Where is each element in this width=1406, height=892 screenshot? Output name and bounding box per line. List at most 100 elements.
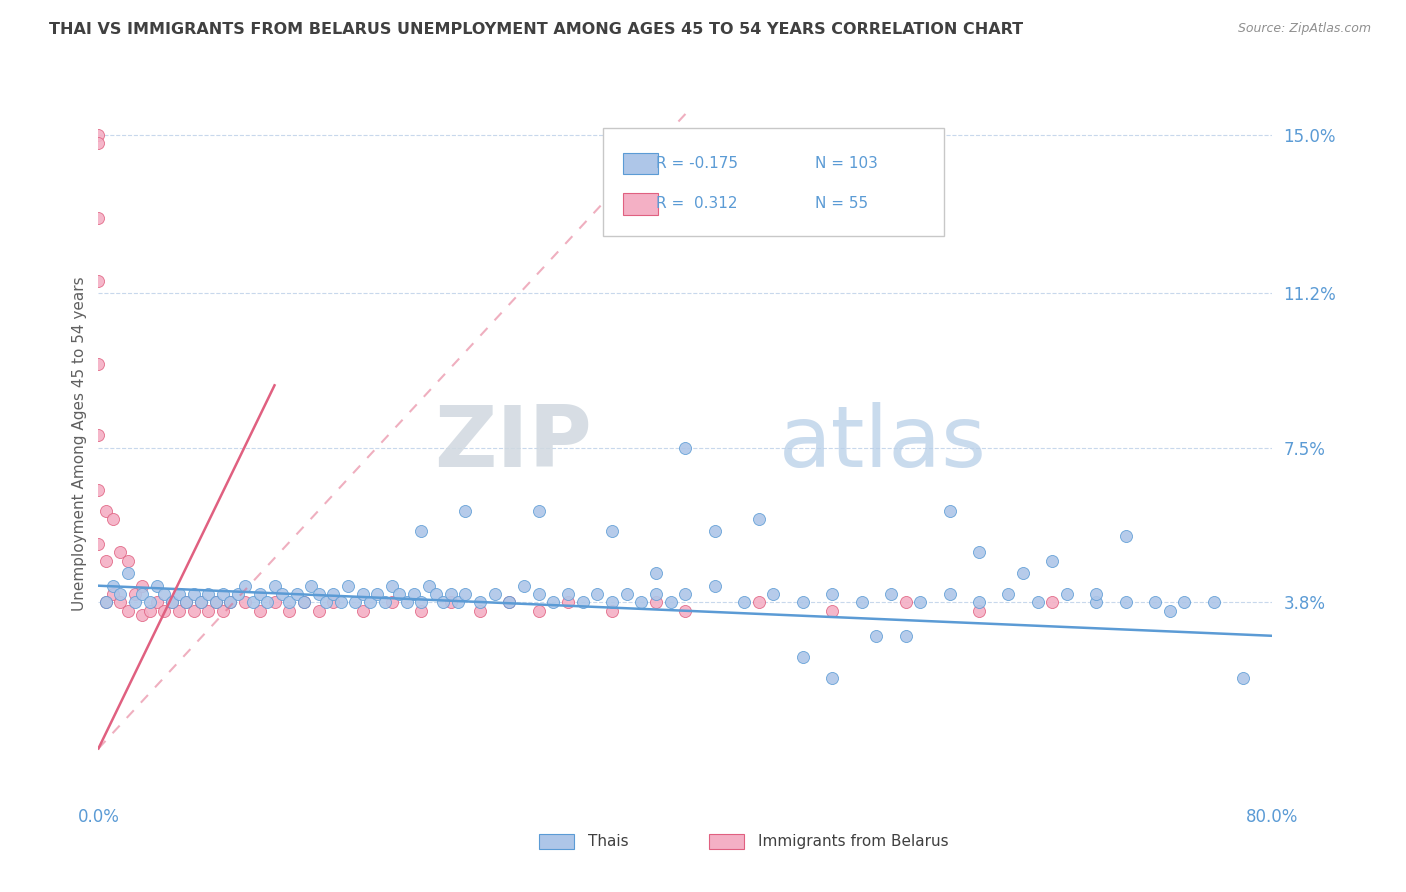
Point bbox=[675, 587, 697, 601]
Point bbox=[299, 579, 322, 593]
Point bbox=[160, 595, 183, 609]
Point bbox=[586, 587, 609, 601]
Point bbox=[292, 595, 315, 609]
Point bbox=[212, 587, 235, 601]
Point bbox=[124, 595, 146, 609]
Point bbox=[645, 566, 668, 581]
Point bbox=[600, 524, 623, 539]
Point bbox=[1232, 671, 1254, 685]
Point bbox=[703, 524, 725, 539]
Point bbox=[94, 503, 117, 517]
Point bbox=[543, 595, 565, 609]
Point bbox=[139, 604, 162, 618]
Point bbox=[880, 587, 903, 601]
Point bbox=[153, 604, 176, 618]
Point bbox=[322, 595, 344, 609]
Point bbox=[571, 595, 593, 609]
Point bbox=[110, 545, 132, 559]
Point bbox=[292, 595, 315, 609]
Point bbox=[894, 629, 917, 643]
Point bbox=[146, 595, 169, 609]
Point bbox=[270, 587, 292, 601]
Point bbox=[411, 604, 433, 618]
Point bbox=[308, 587, 330, 601]
Point bbox=[557, 587, 579, 601]
Point bbox=[411, 524, 433, 539]
Text: Thais: Thais bbox=[588, 834, 628, 849]
Point bbox=[249, 604, 271, 618]
Point bbox=[1173, 595, 1195, 609]
Text: R =  0.312: R = 0.312 bbox=[657, 195, 738, 211]
Point bbox=[381, 579, 404, 593]
Point bbox=[1056, 587, 1078, 601]
Point bbox=[865, 629, 887, 643]
Point bbox=[967, 595, 990, 609]
Point bbox=[322, 587, 344, 601]
Point bbox=[359, 595, 381, 609]
Point bbox=[821, 671, 844, 685]
Point bbox=[87, 211, 110, 226]
Point bbox=[176, 595, 198, 609]
Text: N = 55: N = 55 bbox=[814, 195, 868, 211]
Point bbox=[233, 579, 256, 593]
Point bbox=[146, 579, 169, 593]
Point bbox=[792, 649, 814, 664]
Point bbox=[153, 587, 176, 601]
Point bbox=[659, 595, 682, 609]
Point bbox=[117, 554, 139, 568]
Bar bbox=[538, 834, 574, 849]
Point bbox=[329, 595, 352, 609]
Point bbox=[1144, 595, 1167, 609]
Point bbox=[1115, 595, 1137, 609]
Point bbox=[87, 428, 110, 442]
Point bbox=[212, 604, 235, 618]
Point bbox=[997, 587, 1019, 601]
Point bbox=[190, 595, 212, 609]
Point bbox=[278, 604, 301, 618]
Text: atlas: atlas bbox=[779, 402, 987, 485]
Point bbox=[703, 579, 725, 593]
Text: ZIP: ZIP bbox=[434, 402, 592, 485]
Point bbox=[176, 595, 198, 609]
Point bbox=[352, 587, 374, 601]
Point bbox=[1026, 595, 1049, 609]
Point bbox=[468, 595, 491, 609]
Y-axis label: Unemployment Among Ages 45 to 54 years: Unemployment Among Ages 45 to 54 years bbox=[72, 277, 87, 611]
Point bbox=[600, 604, 623, 618]
Point bbox=[395, 595, 418, 609]
Point bbox=[336, 579, 359, 593]
Point bbox=[87, 537, 110, 551]
Point bbox=[131, 587, 153, 601]
Point bbox=[821, 587, 844, 601]
Point bbox=[447, 595, 470, 609]
Text: Immigrants from Belarus: Immigrants from Belarus bbox=[758, 834, 949, 849]
Point bbox=[263, 579, 285, 593]
Point bbox=[1012, 566, 1035, 581]
Point bbox=[249, 587, 271, 601]
Point bbox=[110, 587, 132, 601]
Point bbox=[94, 595, 117, 609]
FancyBboxPatch shape bbox=[603, 128, 943, 235]
Bar bbox=[623, 194, 658, 215]
Point bbox=[366, 587, 388, 601]
Point bbox=[219, 595, 242, 609]
Point bbox=[733, 595, 755, 609]
Point bbox=[910, 595, 932, 609]
Point bbox=[402, 587, 425, 601]
Point bbox=[468, 604, 491, 618]
Point bbox=[87, 128, 110, 142]
Point bbox=[1085, 595, 1108, 609]
Point bbox=[425, 587, 447, 601]
Point bbox=[600, 595, 623, 609]
Point bbox=[190, 595, 212, 609]
Point bbox=[432, 595, 454, 609]
Point bbox=[938, 587, 960, 601]
Point bbox=[527, 604, 550, 618]
Point bbox=[484, 587, 506, 601]
Text: N = 103: N = 103 bbox=[814, 155, 877, 170]
Point bbox=[87, 483, 110, 497]
Point bbox=[1202, 595, 1225, 609]
Point bbox=[675, 604, 697, 618]
Point bbox=[285, 587, 308, 601]
Point bbox=[418, 579, 440, 593]
